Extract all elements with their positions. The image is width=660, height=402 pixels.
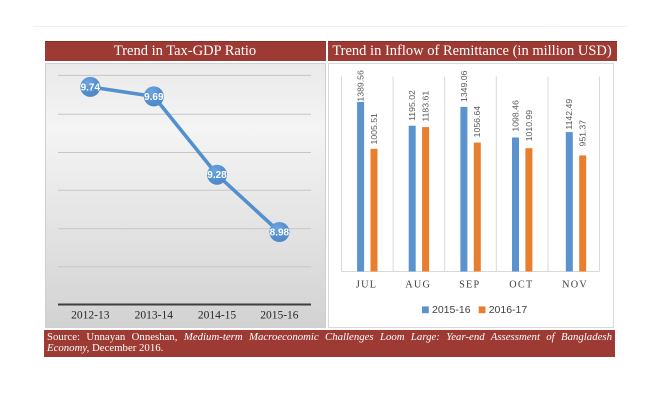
svg-text:9.28: 9.28 [207,170,227,181]
svg-text:2015-16: 2015-16 [432,304,471,316]
svg-text:2013-14: 2013-14 [135,309,174,321]
svg-text:951.37: 951.37 [577,119,587,146]
svg-text:NOV: NOV [562,279,588,290]
svg-text:8.98: 8.98 [270,227,290,238]
svg-text:1010.99: 1010.99 [523,109,533,141]
svg-text:2014-15: 2014-15 [198,309,237,321]
svg-text:SEP: SEP [459,279,480,290]
svg-text:1142.49: 1142.49 [564,98,574,129]
svg-text:1195.02: 1195.02 [407,89,417,120]
svg-text:1183.61: 1183.61 [420,90,430,121]
svg-text:JUL: JUL [355,279,376,290]
svg-text:9.74: 9.74 [81,82,101,93]
svg-text:9.69: 9.69 [144,91,164,102]
svg-text:AUG: AUG [405,279,431,290]
svg-text:OCT: OCT [509,279,533,290]
svg-text:1005.51: 1005.51 [368,112,378,144]
svg-text:1098.46: 1098.46 [510,100,520,132]
svg-text:1349.06: 1349.06 [458,70,468,102]
svg-text:2012-13: 2012-13 [71,309,110,321]
svg-text:2015-16: 2015-16 [260,309,299,321]
svg-text:1389.56: 1389.56 [355,70,365,102]
svg-text:2016-17: 2016-17 [488,304,527,316]
svg-text:1056.64: 1056.64 [472,105,482,137]
